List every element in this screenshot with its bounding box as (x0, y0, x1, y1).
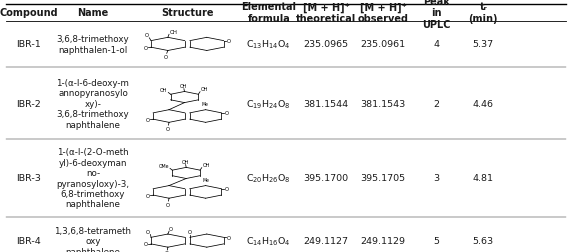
Text: C$_{13}$H$_{14}$O$_{4}$: C$_{13}$H$_{14}$O$_{4}$ (247, 39, 291, 51)
Text: C$_{14}$H$_{16}$O$_{4}$: C$_{14}$H$_{16}$O$_{4}$ (247, 234, 291, 247)
Text: O: O (225, 186, 229, 192)
Text: 2: 2 (433, 100, 439, 108)
Text: [M + H]⁺
observed: [M + H]⁺ observed (358, 2, 409, 24)
Text: IBR-1: IBR-1 (16, 40, 41, 49)
Text: 3: 3 (433, 174, 439, 183)
Text: 249.1127: 249.1127 (304, 236, 348, 245)
Text: OH: OH (160, 88, 168, 93)
Text: OH: OH (180, 84, 188, 89)
Text: O: O (227, 39, 231, 44)
Text: 4.81: 4.81 (473, 174, 494, 183)
Text: O: O (146, 193, 150, 198)
Text: 381.1544: 381.1544 (304, 100, 348, 108)
Text: OH: OH (182, 160, 189, 164)
Text: Name: Name (77, 8, 109, 18)
Text: 395.1705: 395.1705 (361, 174, 406, 183)
Text: OH: OH (202, 163, 210, 167)
Text: O: O (188, 229, 192, 234)
Text: 3,6,8-trimethoxy
naphthalen-1-ol: 3,6,8-trimethoxy naphthalen-1-ol (57, 35, 129, 54)
Text: 235.0965: 235.0965 (304, 40, 348, 49)
Text: O: O (227, 235, 231, 240)
Text: O: O (225, 111, 229, 116)
Text: O: O (164, 54, 168, 59)
Text: O: O (146, 117, 150, 122)
Text: IBR-2: IBR-2 (16, 100, 41, 108)
Text: Structure: Structure (161, 8, 213, 18)
Text: O: O (169, 226, 173, 231)
Text: IBR-3: IBR-3 (16, 174, 41, 183)
Text: OMe: OMe (159, 164, 169, 168)
Text: OH: OH (169, 30, 177, 35)
Text: O: O (166, 126, 170, 131)
Text: 381.1543: 381.1543 (360, 100, 406, 108)
Text: C$_{19}$H$_{24}$O$_{8}$: C$_{19}$H$_{24}$O$_{8}$ (247, 98, 291, 110)
Text: OH: OH (201, 87, 208, 92)
Text: O: O (145, 33, 149, 38)
Text: 5.63: 5.63 (473, 236, 494, 245)
Text: O: O (144, 241, 148, 246)
Text: C$_{20}$H$_{26}$O$_{8}$: C$_{20}$H$_{26}$O$_{8}$ (247, 172, 291, 184)
Text: 5.37: 5.37 (473, 40, 494, 49)
Text: 1-(α-l-(2-O-meth
yl)-6-deoxyman
no-
pyranosyloxy)-3,
6,8-trimethoxy
naphthalene: 1-(α-l-(2-O-meth yl)-6-deoxyman no- pyra… (57, 148, 129, 209)
Text: O: O (146, 229, 150, 234)
Text: Me: Me (201, 102, 208, 107)
Text: tᵣ
(min): tᵣ (min) (468, 3, 498, 24)
Text: Elemental
formula: Elemental formula (241, 3, 296, 24)
Text: 4: 4 (433, 40, 439, 49)
Text: 5: 5 (433, 236, 439, 245)
Text: O: O (166, 202, 170, 207)
Text: Peak
in
UPLC: Peak in UPLC (422, 0, 450, 30)
Text: O: O (165, 250, 169, 252)
Text: O: O (144, 46, 148, 50)
Text: 235.0961: 235.0961 (361, 40, 406, 49)
Text: Compound: Compound (0, 8, 58, 18)
Text: 1,3,6,8-tetrameth
oxy
naphthalene: 1,3,6,8-tetrameth oxy naphthalene (54, 226, 132, 252)
Text: 249.1129: 249.1129 (361, 236, 406, 245)
Text: 1-(α-l-6-deoxy-m
annopyranosylo
xy)-
3,6,8-trimethoxy
naphthalene: 1-(α-l-6-deoxy-m annopyranosylo xy)- 3,6… (57, 79, 129, 129)
Text: 4.46: 4.46 (473, 100, 494, 108)
Text: Me: Me (203, 177, 210, 182)
Text: 395.1700: 395.1700 (304, 174, 348, 183)
Text: [M + H]⁺
theoretical: [M + H]⁺ theoretical (296, 2, 356, 24)
Text: IBR-4: IBR-4 (16, 236, 41, 245)
